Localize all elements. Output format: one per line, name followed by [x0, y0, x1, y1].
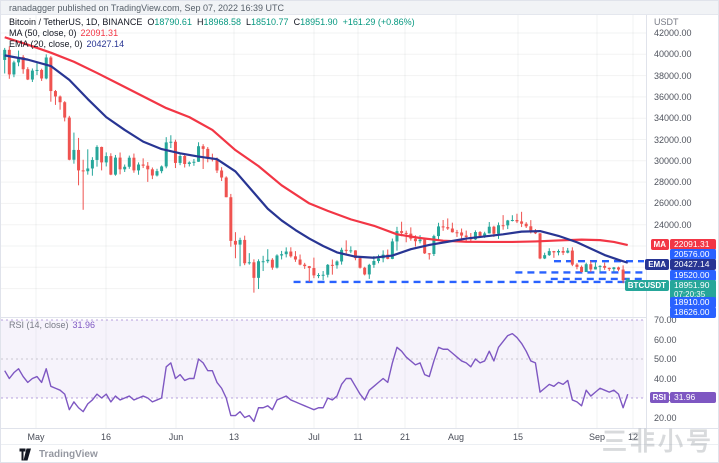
time-label: May [27, 432, 45, 442]
rsi-tick: 40.00 [654, 373, 677, 384]
time-axis[interactable] [1, 428, 718, 445]
watermark-text: 三非小号 [601, 428, 714, 456]
axis-badge: 18910.00 [670, 297, 716, 308]
low-label: L [246, 17, 252, 27]
symbol-legend[interactable]: Bitcoin / TetherUS, 1D, BINANCE O18790.61… [9, 17, 415, 27]
close-value: 18951.90 [300, 17, 338, 27]
tradingview-logo-icon [19, 448, 31, 461]
axis-badge-chip: BTCUSDT [624, 279, 669, 291]
low-value: 18510.77 [251, 17, 289, 27]
time-label: Aug [447, 432, 464, 442]
price-axis-separator [646, 14, 647, 428]
rsi-tick: 70.00 [654, 315, 677, 325]
axis-badge-value: 18626.00 [670, 307, 716, 318]
ma-legend[interactable]: MA (50, close, 0) 22091.31 [9, 28, 118, 38]
time-label: Jul [308, 432, 320, 442]
axis-badge: RSI 31.96 [649, 391, 716, 403]
publish-info-text: ranadagger published on TradingView.com,… [9, 3, 285, 13]
axis-badge: MA 22091.31 [650, 238, 716, 250]
time-label: 15 [512, 432, 523, 442]
rsi-legend[interactable]: RSI (14, close) 31.96 [9, 320, 95, 330]
price-tick: 42000.00 [654, 28, 692, 38]
time-label: 12 [627, 432, 638, 442]
price-tick: 34000.00 [654, 113, 692, 124]
axis-badge-chip: MA [650, 238, 669, 250]
symbol-title: Bitcoin / TetherUS, 1D, BINANCE [9, 17, 143, 27]
axis-badge-chip: RSI [649, 391, 669, 403]
price-tick: 26000.00 [654, 198, 692, 209]
rsi-tick: 20.00 [654, 412, 677, 423]
publish-info-bar: ranadagger published on TradingView.com,… [1, 1, 718, 15]
rsi-label: RSI (14, close) [9, 320, 69, 330]
price-tick: 38000.00 [654, 70, 692, 81]
change-value: +161.29 (+0.86%) [342, 17, 415, 27]
axis-badge-value: 18910.00 [670, 297, 716, 308]
axis-badge: EMA 20427.14 [645, 259, 716, 270]
time-label: Sep [588, 432, 605, 442]
price-axis-currency: USDT [654, 17, 679, 27]
axis-badge-value: 20576.00 [670, 248, 716, 260]
high-label: H [196, 17, 204, 27]
time-label: Jun [168, 432, 184, 442]
price-tick: 40000.00 [654, 49, 692, 60]
price-tick: 24000.00 [654, 219, 692, 230]
axis-badge-value: 18951.90 07:20:35 [670, 279, 716, 300]
rsi-value: 31.96 [72, 320, 96, 330]
price-tick: 36000.00 [654, 91, 692, 102]
price-tick: 32000.00 [654, 134, 692, 145]
high-value: 18968.58 [203, 17, 241, 27]
tradingview-brand[interactable]: TradingView [19, 448, 98, 461]
price-tick: 30000.00 [654, 155, 692, 166]
rsi-tick: 50.00 [654, 354, 677, 364]
time-label: 13 [228, 432, 239, 442]
axis-badge: 19520.00 [670, 269, 716, 281]
axis-badge-value: 22091.31 [670, 238, 716, 250]
axis-badge-chip: EMA [645, 259, 669, 270]
price-tick: 28000.00 [654, 177, 692, 188]
axis-badge: 20576.00 [670, 248, 716, 260]
open-label: O [147, 17, 155, 27]
close-label: C [293, 17, 301, 27]
axis-badge-value: 31.96 [670, 391, 716, 403]
footer-bar [1, 444, 718, 462]
ma-value: 22091.31 [80, 28, 119, 38]
ema-label: EMA (20, close, 0) [9, 39, 83, 49]
ma-label: MA (50, close, 0) [9, 28, 77, 38]
time-label: 16 [100, 432, 111, 442]
time-label: 21 [399, 432, 410, 442]
axis-badge: 18626.00 [670, 307, 716, 318]
time-label: 11 [353, 432, 363, 442]
axis-badge-value: 20427.14 [670, 259, 716, 270]
open-value: 18790.61 [154, 17, 192, 27]
ema-value: 20427.14 [86, 39, 125, 49]
axis-badge-value: 19520.00 [670, 269, 716, 281]
ema-legend[interactable]: EMA (20, close, 0) 20427.14 [9, 39, 124, 49]
tradingview-brand-text: TradingView [39, 449, 98, 460]
axis-badge: BTCUSDT 18951.90 07:20:35 [624, 279, 716, 300]
rsi-tick: 60.00 [654, 334, 677, 345]
